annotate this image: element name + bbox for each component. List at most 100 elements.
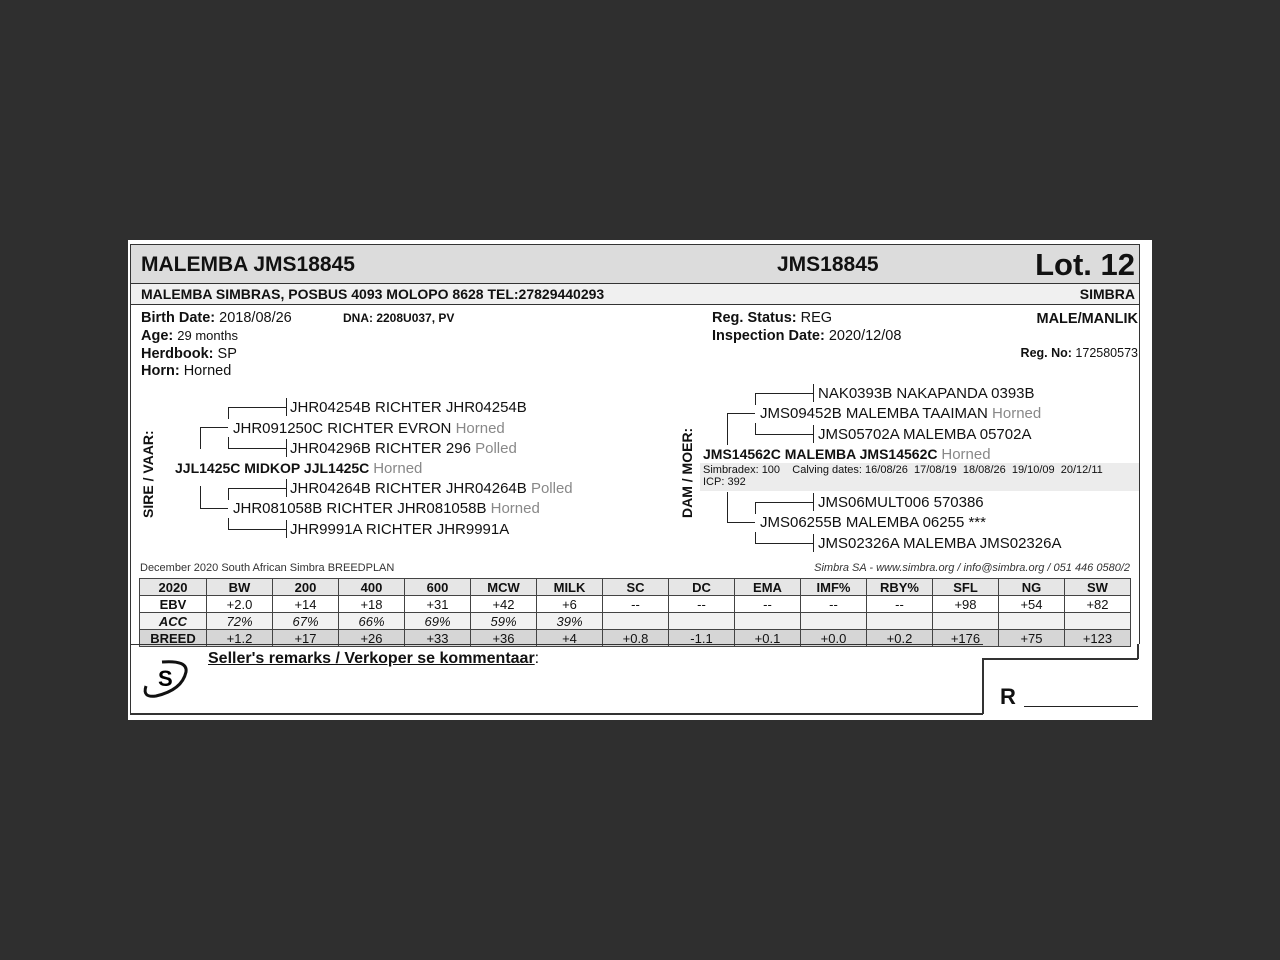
table-cell: +26 (338, 629, 405, 647)
breedplan-title: December 2020 South African Simbra BREED… (140, 562, 395, 574)
dam-label: DAM / MOER: (679, 427, 695, 518)
table-cell: NG (998, 578, 1065, 596)
table-cell: 2020 (139, 578, 207, 596)
table-cell: +82 (1064, 595, 1131, 613)
table-cell: 72% (206, 612, 273, 630)
reg-no: Reg. No: 172580573 (1020, 346, 1138, 360)
sire-dam: JHR081058B RICHTER JHR081058B Horned (233, 500, 540, 517)
dam-sire: JMS09452B MALEMBA TAAIMAN Horned (760, 405, 1042, 422)
simbra-logo: S (140, 658, 190, 698)
table-cell: -- (866, 595, 933, 613)
table-cell: +6 (536, 595, 603, 613)
simbra-contact: Simbra SA - www.simbra.org / info@simbra… (814, 562, 1130, 574)
table-row: BREED +1.2 +17 +26 +33 +36 +4 +0.8 -1.1 +0.1 +0.0 +… (139, 629, 1131, 647)
table-cell: +176 (932, 629, 999, 647)
table-cell: MCW (470, 578, 537, 596)
sire: JJL1425C MIDKOP JJL1425C Horned (175, 460, 423, 477)
table-cell: DC (668, 578, 735, 596)
sex: MALE/MANLIK (1036, 311, 1139, 327)
table-cell: +54 (998, 595, 1065, 613)
table-cell: SC (602, 578, 669, 596)
dam-details: Simbradex: 100 Calving dates: 16/08/26 1… (700, 463, 1139, 491)
table-cell: 600 (404, 578, 471, 596)
price-label: R (1000, 684, 1016, 709)
sire-sire-sire: JHR04254B RICHTER JHR04254B (290, 399, 527, 416)
table-cell (602, 612, 669, 630)
sire-label: SIRE / VAAR: (140, 430, 156, 518)
price-field[interactable] (1024, 706, 1138, 707)
table-cell: EMA (734, 578, 801, 596)
table-cell: +75 (998, 629, 1065, 647)
animal-id: JMS18845 (777, 253, 879, 276)
table-cell: +0.0 (800, 629, 867, 647)
dna: DNA: 2208U037, PV (343, 311, 455, 325)
table-cell: +0.8 (602, 629, 669, 647)
table-cell: +14 (272, 595, 339, 613)
breedplan-table: 2020 BW 200 400 600 MCW MILK SC DC EMA IMF% RBY% SFL… (139, 578, 1131, 647)
horn: Horn: Horned (141, 363, 232, 379)
table-cell: 400 (338, 578, 405, 596)
sellers-remarks-label: Seller's remarks / Verkoper se kommentaa… (208, 650, 540, 667)
table-row: ACC 72% 67% 66% 69% 59% 39% (139, 612, 1131, 630)
reg-status: Reg. Status: REG (712, 310, 833, 326)
table-cell: BREED (139, 629, 207, 647)
table-cell: SFL (932, 578, 999, 596)
table-cell: 39% (536, 612, 603, 630)
table-cell: +1.2 (206, 629, 273, 647)
table-cell: +123 (1064, 629, 1131, 647)
table-cell: IMF% (800, 578, 867, 596)
table-cell: 66% (338, 612, 405, 630)
table-cell: +36 (470, 629, 537, 647)
table-cell: -1.1 (668, 629, 735, 647)
dam: JMS14562C MALEMBA JMS14562C Horned (703, 446, 991, 463)
dam-sire-sire: NAK0393B NAKAPANDA 0393B (818, 385, 1035, 402)
table-cell (866, 612, 933, 630)
table-cell: +0.1 (734, 629, 801, 647)
table-cell: 67% (272, 612, 339, 630)
breed: SIMBRA (1079, 286, 1135, 302)
sire-sire-dam: JHR04296B RICHTER 296 Polled (290, 440, 517, 457)
table-cell: EBV (139, 595, 207, 613)
dam-dam-dam: JMS02326A MALEMBA JMS02326A (818, 535, 1062, 552)
table-cell: +31 (404, 595, 471, 613)
table-cell: +0.2 (866, 629, 933, 647)
sire-dam-dam: JHR9991A RICHTER JHR9991A (290, 521, 510, 538)
lot-card: MALEMBA JMS18845 JMS18845 Lot. 12 MALEMB… (128, 240, 1152, 720)
table-cell: RBY% (866, 578, 933, 596)
table-cell (800, 612, 867, 630)
dam-sire-dam: JMS05702A MALEMBA 05702A (818, 426, 1032, 443)
address-bar: MALEMBA SIMBRAS, POSBUS 4093 MOLOPO 8628… (130, 284, 1140, 305)
table-cell: +98 (932, 595, 999, 613)
herdbook: Herdbook: SP (141, 346, 237, 362)
dam-dam-sire: JMS06MULT006 570386 (818, 494, 984, 511)
table-cell: +42 (470, 595, 537, 613)
animal-name: MALEMBA JMS18845 (141, 253, 355, 276)
table-cell: +17 (272, 629, 339, 647)
table-cell: 59% (470, 612, 537, 630)
birth-date: Birth Date: 2018/08/26 (141, 310, 292, 326)
table-cell: BW (206, 578, 273, 596)
lot-number: Lot. 12 (1035, 247, 1135, 282)
table-row: 2020 BW 200 400 600 MCW MILK SC DC EMA IMF% RBY% SFL… (139, 578, 1131, 596)
table-cell: ACC (139, 612, 207, 630)
inspection-date: Inspection Date: 2020/12/08 (712, 328, 902, 344)
table-cell: +4 (536, 629, 603, 647)
table-cell: +33 (404, 629, 471, 647)
breeder-address: MALEMBA SIMBRAS, POSBUS 4093 MOLOPO 8628… (141, 286, 605, 302)
table-cell (668, 612, 735, 630)
table-cell: 69% (404, 612, 471, 630)
table-cell (932, 612, 999, 630)
table-cell (1064, 612, 1131, 630)
table-cell: +18 (338, 595, 405, 613)
table-cell: 200 (272, 578, 339, 596)
table-cell: +2.0 (206, 595, 273, 613)
sire-dam-sire: JHR04264B RICHTER JHR04264B Polled (290, 480, 573, 497)
table-cell: -- (602, 595, 669, 613)
table-cell: -- (734, 595, 801, 613)
content-frame (130, 304, 1140, 644)
age: Age: 29 months (141, 328, 238, 344)
dam-dam: JMS06255B MALEMBA 06255 *** (760, 514, 986, 531)
table-cell: MILK (536, 578, 603, 596)
svg-text:S: S (158, 666, 173, 691)
table-row: EBV +2.0 +14 +18 +31 +42 +6 -- -- -- -- -- +98 +54 +82 (139, 595, 1131, 613)
